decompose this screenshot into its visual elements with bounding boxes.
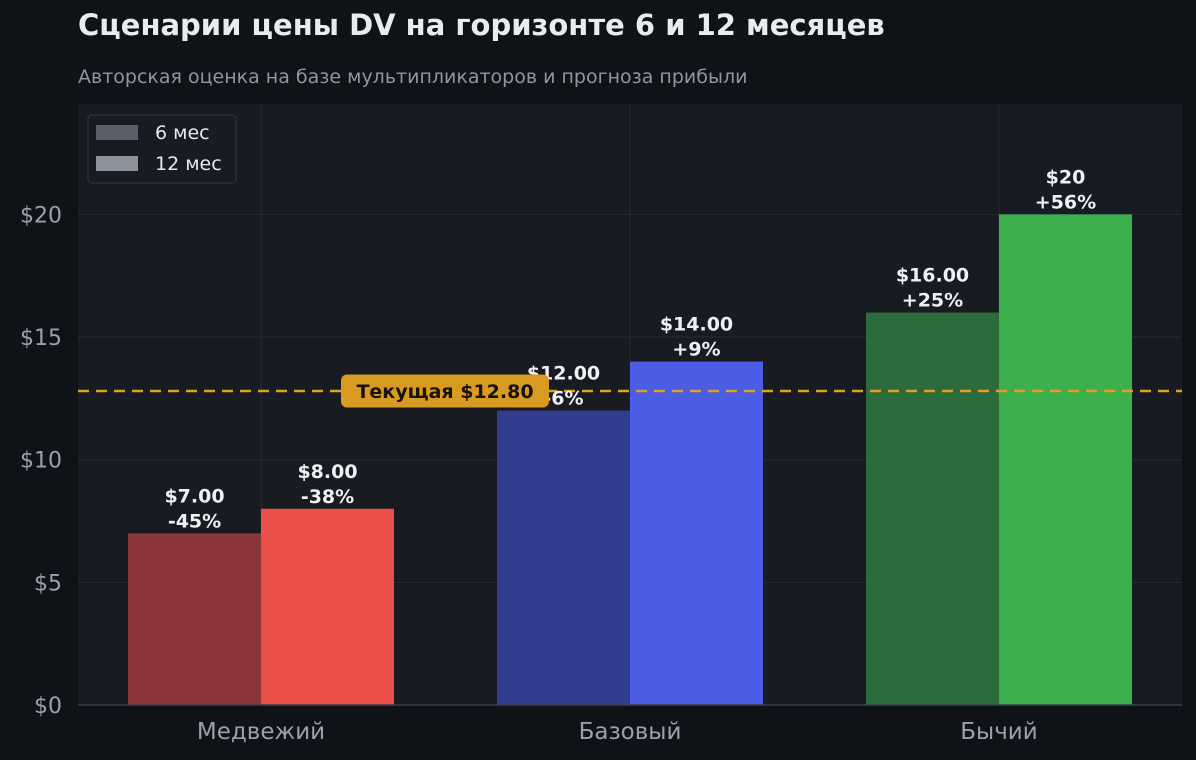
legend: 6 мес 12 мес <box>87 114 237 184</box>
axes: $0 $5 $10 $15 $20 Медвежий Базовый Бычий <box>20 203 1182 745</box>
x-tick-label: Бычий <box>960 719 1037 745</box>
reference-label-box <box>341 374 549 408</box>
x-tick-label: Базовый <box>579 719 682 745</box>
y-tick-label: $0 <box>34 694 62 719</box>
data-labels: $7.00 -45%$12.00 -6%$16.00 +25%$8.00 -38%$14… <box>164 166 1096 532</box>
legend-label: 12 мес <box>155 153 222 175</box>
data-label: $7.00 -45% <box>164 485 224 532</box>
bar-12m <box>261 508 394 705</box>
bar-12m <box>630 361 763 705</box>
reference-label: Текущая $12.80 <box>356 381 533 403</box>
y-tick-label: $20 <box>20 203 62 228</box>
x-tick-label: Медвежий <box>197 719 325 745</box>
legend-swatch <box>96 156 138 171</box>
y-tick-label: $5 <box>34 571 62 596</box>
y-tick-label: $15 <box>20 326 62 351</box>
legend-swatch <box>96 125 138 140</box>
y-tick-label: $10 <box>20 449 62 474</box>
chart-title: Сценарии цены DV на горизонте 6 и 12 мес… <box>78 8 885 42</box>
data-label: $16.00 +25% <box>896 265 969 312</box>
bars <box>128 214 1132 705</box>
bar-12m <box>999 214 1132 705</box>
bar-6m <box>866 312 999 705</box>
data-label: $20 +56% <box>1035 166 1096 213</box>
bar-6m <box>128 533 261 705</box>
data-label: $14.00 +9% <box>660 314 733 361</box>
data-label: $8.00 -38% <box>297 461 357 508</box>
bar-6m <box>497 410 630 705</box>
chart-subtitle: Авторская оценка на базе мультипликаторо… <box>78 66 748 88</box>
legend-label: 6 мес <box>155 122 210 144</box>
